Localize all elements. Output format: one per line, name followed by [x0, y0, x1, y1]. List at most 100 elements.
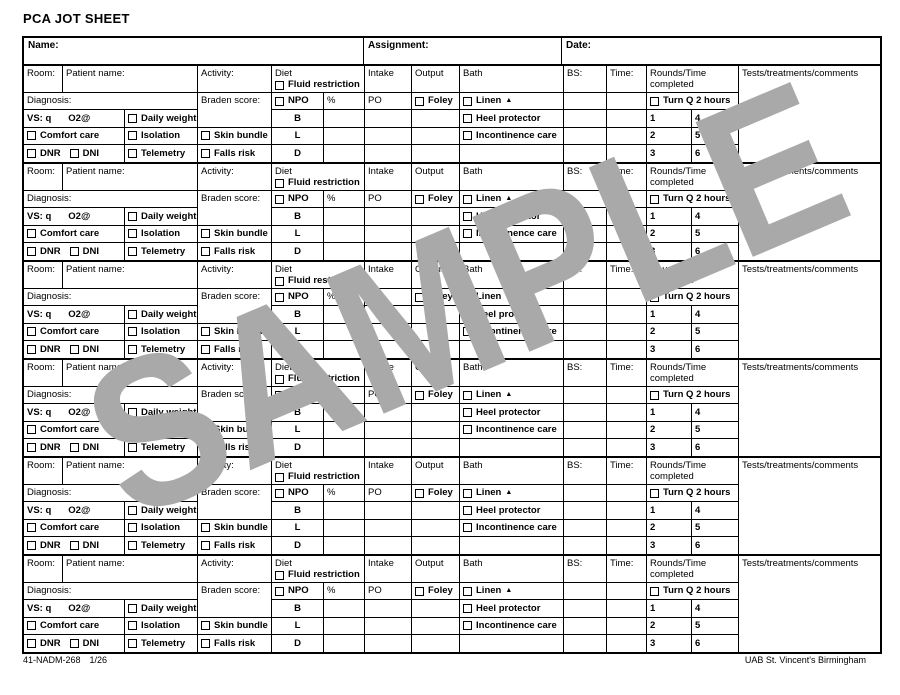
linen-item: Linen ▲ [460, 93, 564, 111]
diet-label: Diet [275, 558, 292, 569]
comfort-care-checkbox [27, 621, 36, 631]
heel-protector-label: Heel protector [476, 308, 541, 320]
percent-label: % [324, 485, 365, 503]
falls-risk-checkbox [201, 246, 210, 256]
meal-dinner-label: D [272, 242, 324, 260]
patient-block: Room: Patient name: Activity: Diet Fluid… [24, 164, 880, 262]
time-label: Time: [607, 360, 647, 387]
bs-empty-cell [564, 502, 607, 520]
po-label: PO [365, 583, 412, 601]
linen-triangle-icon: ▲ [505, 488, 513, 496]
percent-empty-cell [324, 225, 365, 243]
dnr-checkbox [27, 344, 36, 354]
skin-bundle-label: Skin bundle [214, 423, 268, 435]
po-label: PO [365, 191, 412, 209]
patient-name-label: Patient name: [63, 164, 198, 191]
incontinence-care-label: Incontinence care [476, 521, 557, 533]
braden-score-label: Braden score: [198, 191, 272, 226]
turn-item: Turn Q 2 hours [647, 93, 739, 111]
intake-empty-cell [365, 519, 412, 537]
comfort-care-label: Comfort care [40, 129, 100, 141]
output-empty-cell [412, 634, 460, 652]
dni-checkbox [69, 638, 79, 648]
bs-empty-cell [564, 93, 607, 111]
turn-item: Turn Q 2 hours [647, 387, 739, 405]
meal-lunch-label: L [272, 421, 324, 439]
round-1-cell: 1 [647, 600, 692, 618]
percent-label: % [324, 387, 365, 405]
time-empty-cell [607, 502, 647, 520]
bs-label: BS: [564, 458, 607, 485]
sheet-header-row: Name: Assignment: Date: [24, 38, 880, 66]
intake-empty-cell [365, 225, 412, 243]
npo-item: NPO [272, 289, 324, 307]
round-2-cell: 2 [647, 225, 692, 243]
intake-empty-cell [365, 306, 412, 324]
skin-bundle-checkbox [201, 131, 210, 141]
diagnosis-label: Diagnosis: [24, 93, 198, 111]
skin-bundle-label: Skin bundle [214, 521, 268, 533]
bath-label: Bath [460, 360, 564, 387]
percent-label: % [324, 93, 365, 111]
fluid-restriction-label: Fluid restriction [288, 373, 360, 385]
round-4-cell: 4 [692, 404, 739, 422]
assignment-field: Assignment: [364, 38, 562, 64]
time-empty-cell [607, 583, 647, 601]
time-empty-cell [607, 600, 647, 618]
linen-label: Linen [476, 585, 502, 597]
intake-empty-cell [365, 340, 412, 358]
round-2-cell: 2 [647, 127, 692, 145]
linen-checkbox [463, 194, 472, 204]
comfort-care-label: Comfort care [40, 325, 100, 337]
bs-label: BS: [564, 360, 607, 387]
round-6-cell: 6 [692, 242, 739, 260]
intake-label: Intake [365, 164, 412, 191]
bs-empty-cell [564, 387, 607, 405]
incontinence-care-checkbox [463, 621, 472, 631]
skin-bundle-checkbox [201, 621, 210, 631]
bs-empty-cell [564, 127, 607, 145]
bath-label: Bath [460, 458, 564, 485]
comfort-care-label: Comfort care [40, 619, 100, 631]
isolation-item: Isolation [125, 519, 198, 537]
turn-checkbox [650, 390, 659, 400]
incontinence-care-item: Incontinence care [460, 519, 564, 537]
o2-label: O2@ [68, 504, 91, 516]
npo-label: NPO [288, 487, 309, 499]
percent-empty-cell [324, 617, 365, 635]
intake-empty-cell [365, 421, 412, 439]
diet-label: Diet [275, 460, 292, 471]
bs-empty-cell [564, 208, 607, 226]
isolation-checkbox [128, 425, 137, 435]
foley-item: Foley [412, 93, 460, 111]
activity-label: Activity: [198, 556, 272, 583]
daily-weight-item: Daily weight [125, 600, 198, 618]
jot-sheet-table: Name: Assignment: Date: Room: Patient na… [22, 36, 882, 654]
bs-empty-cell [564, 617, 607, 635]
falls-risk-checkbox [201, 148, 210, 158]
falls-risk-item: Falls risk [198, 144, 272, 162]
comfort-care-item: Comfort care [24, 617, 125, 635]
turn-item: Turn Q 2 hours [647, 289, 739, 307]
incontinence-care-checkbox [463, 425, 472, 435]
round-4-cell: 4 [692, 502, 739, 520]
activity-label: Activity: [198, 262, 272, 289]
skin-bundle-checkbox [201, 425, 210, 435]
bs-label: BS: [564, 164, 607, 191]
npo-item: NPO [272, 583, 324, 601]
round-2-cell: 2 [647, 519, 692, 537]
falls-risk-item: Falls risk [198, 634, 272, 652]
falls-risk-checkbox [201, 540, 210, 550]
fluid-restriction-item: Fluid restriction [275, 275, 361, 286]
po-label: PO [365, 485, 412, 503]
percent-label: % [324, 289, 365, 307]
foley-item: Foley [412, 583, 460, 601]
dnr-label: DNR [40, 245, 61, 257]
diagnosis-label: Diagnosis: [24, 485, 198, 503]
foley-label: Foley [428, 585, 453, 597]
linen-triangle-icon: ▲ [505, 292, 513, 300]
falls-risk-label: Falls risk [214, 637, 256, 649]
meal-breakfast-label: B [272, 404, 324, 422]
intake-empty-cell [365, 144, 412, 162]
daily-weight-label: Daily weight [141, 602, 197, 614]
